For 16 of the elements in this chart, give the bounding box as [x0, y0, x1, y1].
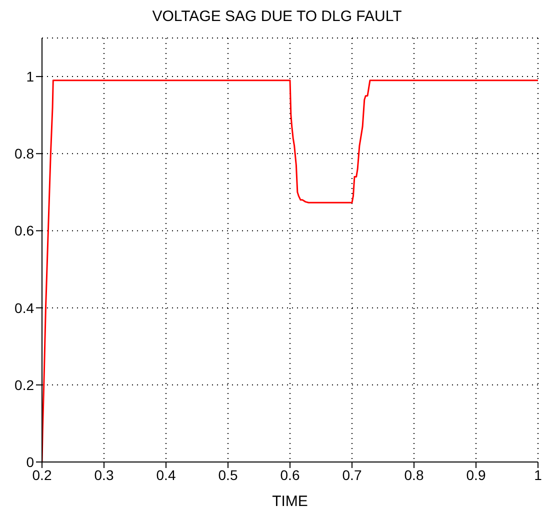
chart-title: VOLTAGE SAG DUE TO DLG FAULT: [151, 8, 403, 27]
y-tick-label: 0.6: [14, 222, 34, 239]
x-tick-label: 1: [534, 466, 542, 483]
x-tick-label: 0.4: [156, 466, 176, 483]
x-axis-title: TIME: [272, 493, 308, 510]
x-tick-label: 0.9: [466, 466, 486, 483]
x-tick-label: 0.8: [404, 466, 424, 483]
x-tick-label: 0.6: [280, 466, 300, 483]
x-tick-label: 0.7: [342, 466, 362, 483]
y-tick-label: 1: [26, 68, 34, 85]
x-tick-label: 0.3: [94, 466, 114, 483]
y-tick-label: 0.2: [14, 376, 34, 393]
y-tick-label: 0.4: [14, 300, 34, 316]
x-tick-label: 0.5: [218, 466, 238, 483]
y-tick-label: 0.8: [14, 146, 34, 162]
y-tick-label: 0: [26, 454, 34, 470]
